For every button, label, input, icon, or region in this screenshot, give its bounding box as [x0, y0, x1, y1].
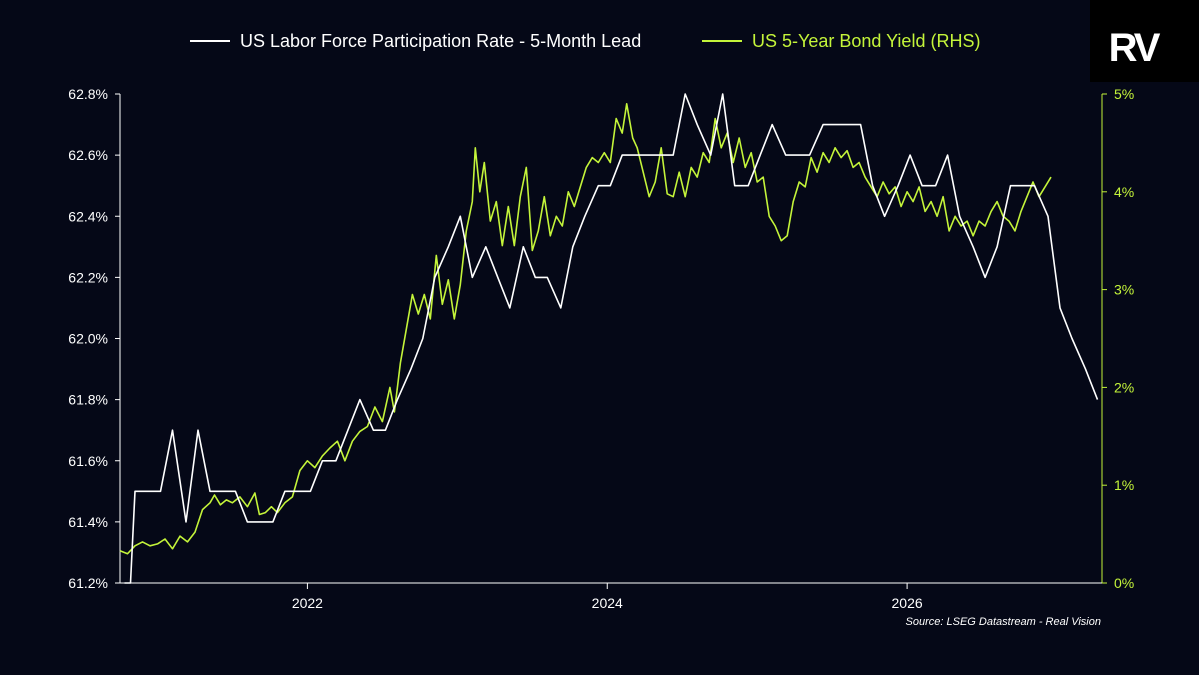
- logo-background: [1090, 0, 1199, 82]
- x-tick-label: 2022: [292, 595, 323, 611]
- logo: RV: [1090, 0, 1199, 82]
- legend: US Labor Force Participation Rate - 5-Mo…: [190, 31, 980, 51]
- x-tick-label: 2024: [592, 595, 623, 611]
- left-tick-label: 62.0%: [68, 331, 108, 347]
- series-line-bond-yield: [119, 103, 1052, 555]
- left-tick-label: 61.8%: [68, 392, 108, 408]
- left-tick-label: 62.4%: [68, 208, 108, 224]
- right-tick-label: 4%: [1114, 184, 1134, 200]
- left-axis-ticks: 61.2% 61.4% 61.6% 61.8% 62.0% 62.2% 62.4% 62.6%…: [68, 86, 120, 591]
- right-tick-label: 2%: [1114, 379, 1134, 395]
- series-group: [119, 93, 1099, 584]
- right-tick-label: 1%: [1114, 477, 1134, 493]
- source-note: Source: LSEG Datastream - Real Vision: [906, 616, 1101, 628]
- left-tick-label: 62.8%: [68, 86, 108, 102]
- logo-text: RV: [1109, 26, 1161, 70]
- x-axis-ticks: 2022 2024 2026: [292, 583, 923, 611]
- right-tick-label: 3%: [1114, 282, 1134, 298]
- left-tick-label: 61.2%: [68, 575, 108, 591]
- legend-label-labor-force: US Labor Force Participation Rate - 5-Mo…: [240, 31, 641, 51]
- series-line-labor-force: [124, 93, 1099, 584]
- legend-label-bond-yield: US 5-Year Bond Yield (RHS): [752, 31, 980, 51]
- right-tick-label: 5%: [1114, 86, 1134, 102]
- left-tick-label: 61.6%: [68, 453, 108, 469]
- right-axis-ticks: 0% 1% 2% 3% 4% 5%: [1102, 86, 1134, 591]
- x-tick-label: 2026: [892, 595, 923, 611]
- left-tick-label: 61.4%: [68, 514, 108, 530]
- right-tick-label: 0%: [1114, 575, 1134, 591]
- left-tick-label: 62.6%: [68, 147, 108, 163]
- left-tick-label: 62.2%: [68, 269, 108, 285]
